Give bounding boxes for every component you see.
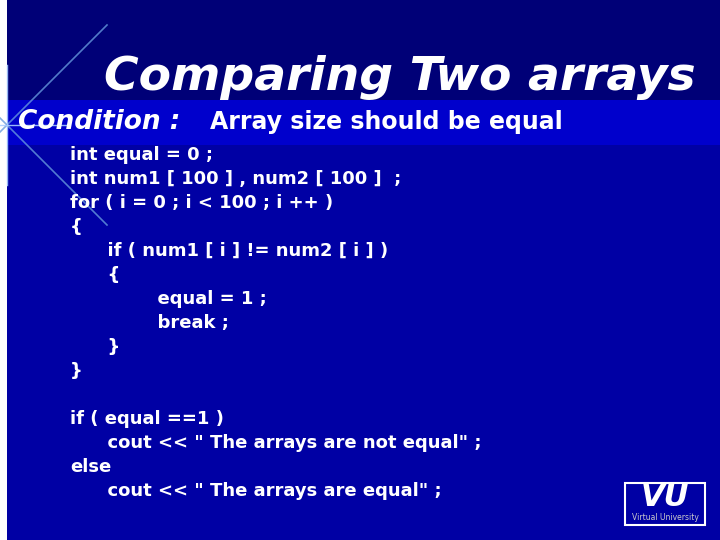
Text: }: } xyxy=(70,338,120,356)
Bar xyxy=(0,0,7,540)
Text: {: { xyxy=(70,218,83,236)
Text: }: } xyxy=(70,362,83,380)
Text: if ( equal ==1 ): if ( equal ==1 ) xyxy=(70,410,224,428)
Text: int equal = 0 ;: int equal = 0 ; xyxy=(70,146,213,164)
Text: Virtual University: Virtual University xyxy=(631,514,698,523)
Text: Condition :: Condition : xyxy=(18,109,180,135)
Bar xyxy=(0,0,720,125)
Text: {: { xyxy=(70,266,120,284)
Text: int num1 [ 100 ] , num2 [ 100 ]  ;: int num1 [ 100 ] , num2 [ 100 ] ; xyxy=(70,170,401,188)
Text: for ( i = 0 ; i < 100 ; i ++ ): for ( i = 0 ; i < 100 ; i ++ ) xyxy=(70,194,333,212)
Text: Array size should be equal: Array size should be equal xyxy=(210,110,563,134)
Text: equal = 1 ;: equal = 1 ; xyxy=(70,290,266,308)
Bar xyxy=(7,100,720,145)
Text: else: else xyxy=(70,458,112,476)
Text: break ;: break ; xyxy=(70,314,229,332)
Text: Comparing Two arrays: Comparing Two arrays xyxy=(104,56,696,100)
Text: cout << " The arrays are equal" ;: cout << " The arrays are equal" ; xyxy=(70,482,441,500)
Text: cout << " The arrays are not equal" ;: cout << " The arrays are not equal" ; xyxy=(70,434,482,452)
Text: if ( num1 [ i ] != num2 [ i ] ): if ( num1 [ i ] != num2 [ i ] ) xyxy=(70,242,388,260)
Text: VU: VU xyxy=(641,483,689,512)
Bar xyxy=(625,483,705,525)
Bar xyxy=(0,0,720,120)
